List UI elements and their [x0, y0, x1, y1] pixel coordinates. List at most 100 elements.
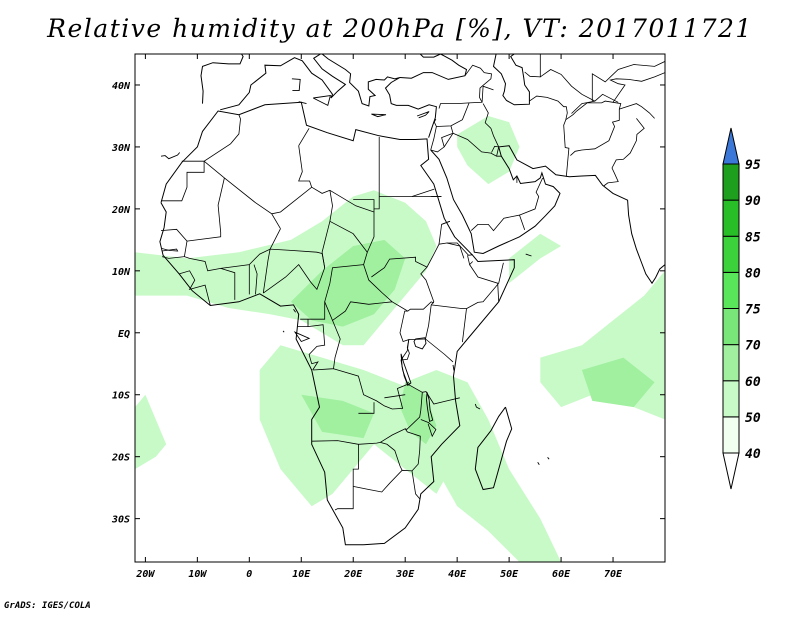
country-border: [529, 95, 568, 120]
colorbar-level-label: 50: [745, 411, 761, 426]
country-border: [380, 442, 403, 471]
country-border: [307, 324, 326, 364]
country-border: [371, 256, 428, 278]
island-outline: [474, 403, 481, 410]
island-outline: [293, 308, 296, 313]
coastline-arabia: [430, 145, 665, 285]
country-border: [269, 228, 281, 250]
country-border: [160, 228, 236, 300]
island-outline: [125, 234, 128, 239]
country-border: [619, 103, 655, 119]
island-outline: [291, 78, 301, 92]
country-border: [464, 64, 492, 87]
colorbar-segment: [722, 163, 740, 201]
coastline-madagascar: [474, 406, 513, 491]
country-border: [384, 394, 406, 399]
country-border: [179, 270, 211, 306]
lon-tick-label: 0: [246, 569, 252, 580]
lat-tick-label: 20N: [111, 205, 131, 216]
country-border: [591, 61, 665, 102]
colorbar-level-label: 60: [745, 375, 761, 390]
country-border: [491, 145, 500, 157]
axis-ticks: 20W 10W 0 10E 20E 30E 40E 50E 60E 70E 40N 30N 20N 10N…: [111, 54, 665, 580]
country-border: [411, 188, 435, 197]
coastline-med-north: [220, 54, 347, 111]
country-border: [438, 102, 470, 109]
humidity-region-60: [581, 357, 655, 408]
country-border: [407, 383, 423, 393]
country-border: [469, 264, 500, 302]
lon-tick-label: 30E: [395, 569, 415, 580]
coastline-caspian: [492, 54, 530, 106]
island-outline: [371, 113, 387, 118]
map-title: Relative humidity at 200hPa [%], VT: 201…: [47, 14, 753, 43]
lat-tick-label: 10S: [112, 391, 130, 402]
lon-tick-label: 40E: [448, 569, 467, 580]
country-border: [353, 469, 421, 500]
coastline-black-sea-east: [419, 54, 441, 58]
country-border: [253, 264, 258, 295]
country-border: [358, 402, 375, 414]
lake-outline: [293, 331, 311, 343]
country-border: [431, 304, 467, 343]
island-outline: [282, 330, 285, 333]
humidity-region-50: [405, 370, 562, 562]
country-border: [422, 391, 460, 405]
map-background: [135, 54, 665, 562]
colorbar-level-label: 80: [745, 266, 761, 281]
colorbar-segment: [722, 416, 740, 454]
lon-tick-label: 70E: [604, 569, 623, 580]
lon-tick-label: 10W: [188, 569, 207, 580]
coastline-balkans: [321, 54, 437, 138]
country-border: [609, 72, 665, 103]
country-border: [380, 428, 421, 472]
country-border: [329, 189, 409, 312]
country-border: [425, 338, 454, 363]
country-border: [443, 133, 454, 148]
humidity-fill-layer: [135, 116, 665, 562]
coastline-europe: [200, 54, 244, 104]
country-border: [262, 249, 271, 294]
colorbar-level-label: 40: [745, 447, 761, 462]
lat-tick-label: EQ: [118, 329, 130, 340]
lake-outline: [426, 392, 434, 423]
lake-outline: [413, 337, 427, 350]
lat-tick-label: 30S: [111, 515, 130, 526]
island-outline: [160, 152, 181, 160]
lat-tick-label: 30N: [111, 143, 131, 154]
country-border: [298, 128, 310, 146]
country-border: [524, 71, 541, 78]
lon-tick-label: 50E: [500, 569, 519, 580]
colorbar-segment: [722, 380, 740, 418]
country-border: [186, 177, 225, 242]
country-border: [329, 220, 368, 253]
country-border: [420, 419, 437, 438]
colorbar-level-label: 70: [745, 339, 761, 354]
country-border: [161, 256, 185, 259]
country-border: [407, 381, 410, 384]
colorbar-level-label: 75: [745, 303, 761, 318]
country-border: [333, 368, 408, 410]
lake-outline: [400, 353, 412, 387]
country-border: [519, 178, 544, 216]
island-outline: [525, 253, 532, 257]
colorbar-segment: [722, 344, 740, 382]
colorbar-under-arrow: [722, 452, 740, 490]
island-outline: [452, 364, 455, 371]
lon-tick-label: 10E: [292, 569, 311, 580]
country-border: [452, 132, 502, 157]
country-border: [311, 361, 319, 371]
country-border: [438, 242, 473, 256]
colorbar-over-arrow: [722, 127, 740, 165]
humidity-region-50: [457, 116, 520, 185]
lat-tick-label: 40N: [112, 81, 131, 92]
country-border: [446, 242, 465, 259]
country-border: [466, 262, 504, 309]
country-border: [161, 248, 179, 252]
country-border: [482, 103, 500, 148]
humidity-region-50: [135, 394, 167, 470]
colorbar-segment: [722, 235, 740, 273]
country-border: [479, 85, 483, 103]
country-border: [203, 160, 281, 229]
